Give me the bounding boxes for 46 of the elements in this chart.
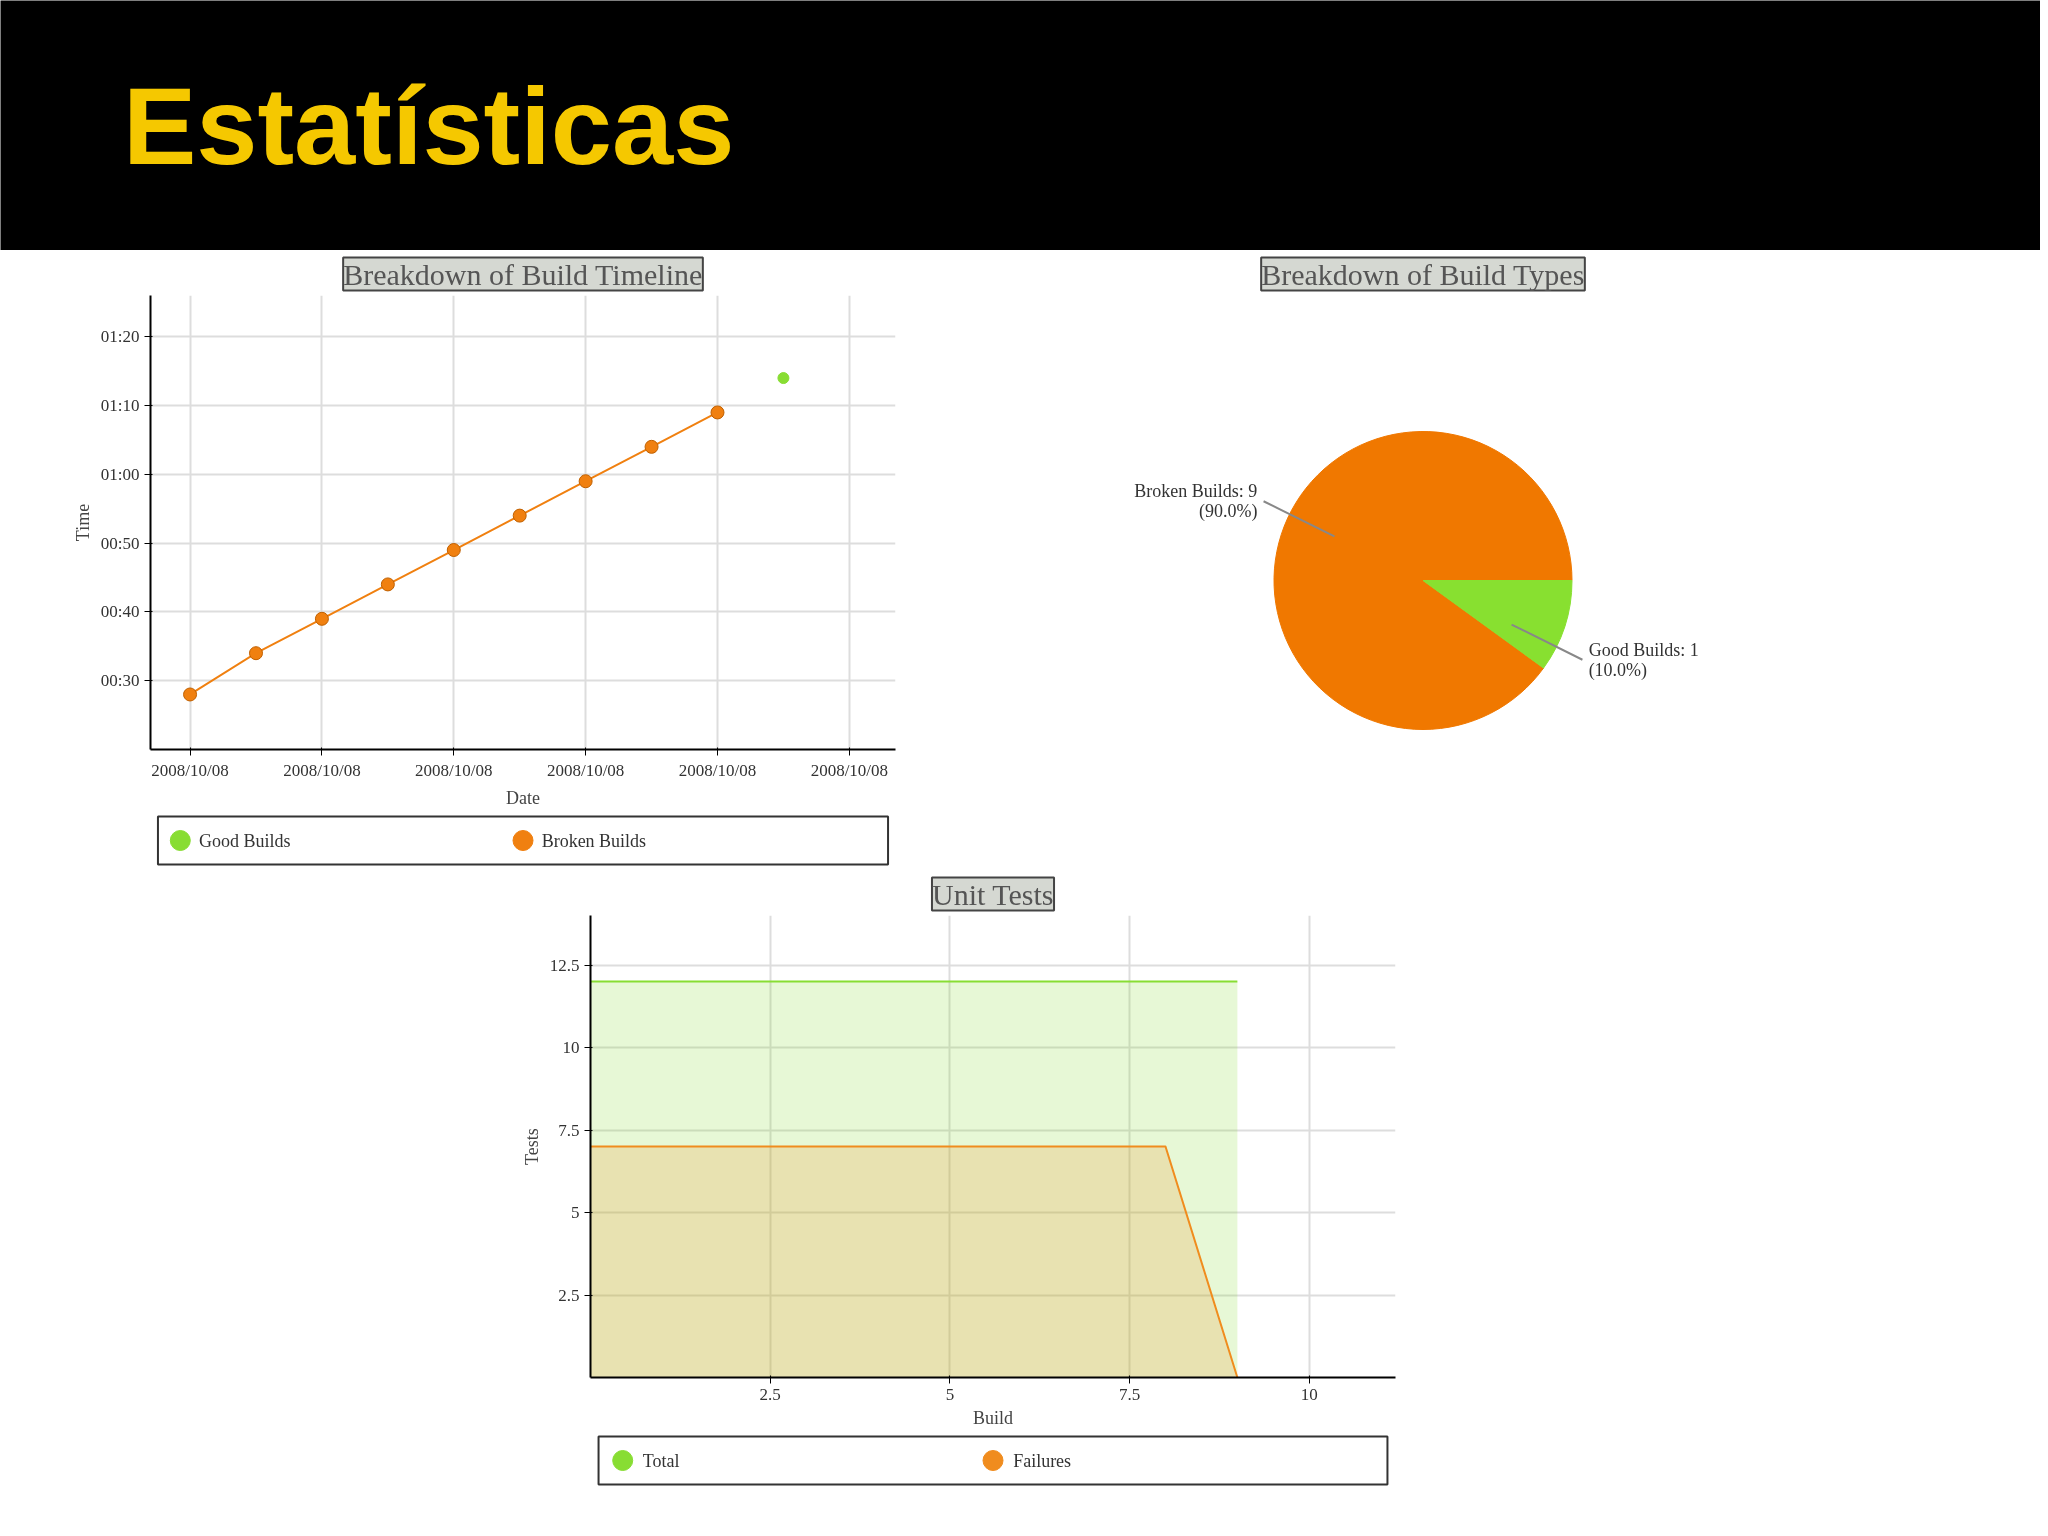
y-tick-label: 5 [571,1203,580,1222]
y-tick-label: 10 [562,1038,580,1057]
legend-label: Good Builds [198,830,291,851]
legend-label: Broken Builds [541,830,647,851]
point [512,508,527,523]
data-label: (10.0%) [1588,659,1648,681]
x-axis-title: Date [506,787,540,808]
x-tick-label: 2008/10/08 [151,760,229,780]
point [314,611,329,626]
x-tick-label: 2.5 [759,1384,781,1404]
x-tick-label: 2008/10/08 [678,760,757,780]
x-tick-label: 2008/10/08 [546,760,625,780]
point [644,439,659,454]
y-tick-label: 7.5 [558,1120,580,1140]
y-tick-label: 01:00 [100,464,140,484]
y-tick-label: 2.5 [558,1285,580,1305]
legend-label: Total [642,1450,680,1471]
y-tick-label: 00:30 [100,671,140,691]
y-tick-label: 00:50 [100,533,140,553]
slice-label: Good Builds: 1 [1588,639,1699,660]
point [777,372,790,385]
point [248,646,263,661]
point [710,405,725,420]
x-tick-label: 2008/10/08 [415,760,493,780]
text: Estatísticas [122,64,735,187]
y-axis-title: Tests [521,1128,542,1165]
chart-title: Breakdown of Build Timeline [343,257,703,291]
data-label: (90.0%) [1198,501,1258,523]
point [183,687,198,702]
y-tick-label: 12.5 [549,955,580,975]
y-axis-title: Time [72,503,93,542]
point [380,577,395,592]
point [446,543,461,557]
x-tick-label: 2008/10/08 [283,760,361,780]
chart-title: Breakdown of Build Types [1261,257,1585,291]
y-tick-label: 01:20 [100,327,140,347]
x-tick-label: 10 [1300,1384,1318,1404]
y-tick-label: 01:10 [100,396,140,416]
x-tick-label: 5 [945,1384,955,1404]
x-axis-title: Build [973,1407,1014,1428]
legend-label: Failures [1013,1450,1072,1471]
x-tick-label: 7.5 [1118,1384,1141,1404]
x-tick-label: 2008/10/08 [810,760,889,780]
slice-label: Broken Builds: 9 [1134,481,1258,502]
y-tick-label: 00:40 [100,602,140,622]
point [578,474,593,489]
